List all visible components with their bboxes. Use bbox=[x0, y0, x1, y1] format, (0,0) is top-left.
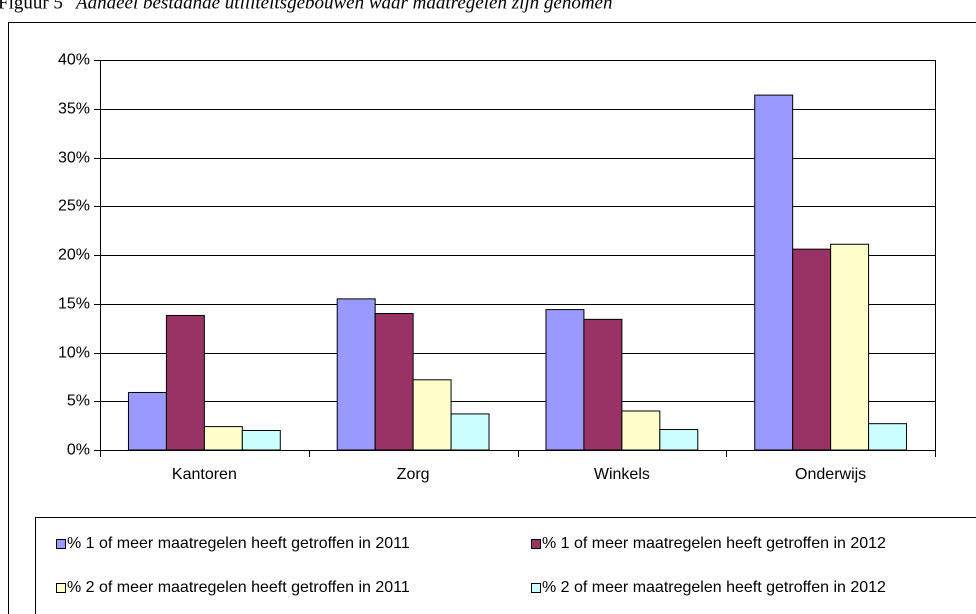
bar bbox=[412, 379, 452, 451]
bar bbox=[241, 430, 281, 451]
y-tick-label: 35% bbox=[58, 101, 90, 118]
legend-label: % 1 of meer maatregelen heeft getroffen … bbox=[67, 535, 410, 552]
bar bbox=[450, 413, 490, 451]
bar bbox=[659, 429, 699, 451]
legend-swatch bbox=[531, 539, 541, 549]
y-tick-label: 30% bbox=[58, 150, 90, 167]
y-tick-label: 20% bbox=[58, 247, 90, 264]
legend-swatch bbox=[56, 539, 66, 549]
y-tick-label: 40% bbox=[58, 52, 90, 69]
bar bbox=[374, 313, 414, 451]
bar bbox=[545, 309, 585, 451]
bar bbox=[868, 423, 908, 451]
legend-label: % 2 of meer maatregelen heeft getroffen … bbox=[542, 579, 886, 596]
bar bbox=[336, 298, 376, 451]
bar bbox=[583, 318, 623, 451]
bar bbox=[621, 410, 661, 451]
legend-swatch bbox=[531, 583, 541, 593]
bar bbox=[754, 94, 794, 451]
y-tick-label: 5% bbox=[67, 393, 90, 410]
y-tick-label: 0% bbox=[67, 442, 90, 459]
x-tick-label: Zorg bbox=[397, 466, 430, 483]
x-tick-label: Winkels bbox=[594, 466, 650, 483]
chart-frame bbox=[8, 22, 976, 614]
bar bbox=[203, 426, 243, 451]
y-tick-label: 25% bbox=[58, 198, 90, 215]
bar bbox=[830, 243, 870, 451]
x-tick-label: Kantoren bbox=[172, 466, 237, 483]
legend-swatch bbox=[56, 583, 66, 593]
chart-title: Aandeel bestaande utiliteitsgebouwen waa… bbox=[74, 0, 612, 13]
legend-label: % 1 of meer maatregelen heeft getroffen … bbox=[542, 535, 886, 552]
bar bbox=[165, 314, 205, 451]
y-tick-label: 15% bbox=[58, 296, 90, 313]
bar bbox=[792, 248, 832, 451]
chart-title-label: Figuur 5 bbox=[0, 0, 63, 13]
y-tick-label: 10% bbox=[58, 345, 90, 362]
legend-label: % 2 of meer maatregelen heeft getroffen … bbox=[67, 579, 410, 596]
bar bbox=[127, 391, 167, 451]
legend-frame bbox=[35, 517, 976, 614]
x-tick-label: Onderwijs bbox=[795, 466, 866, 483]
